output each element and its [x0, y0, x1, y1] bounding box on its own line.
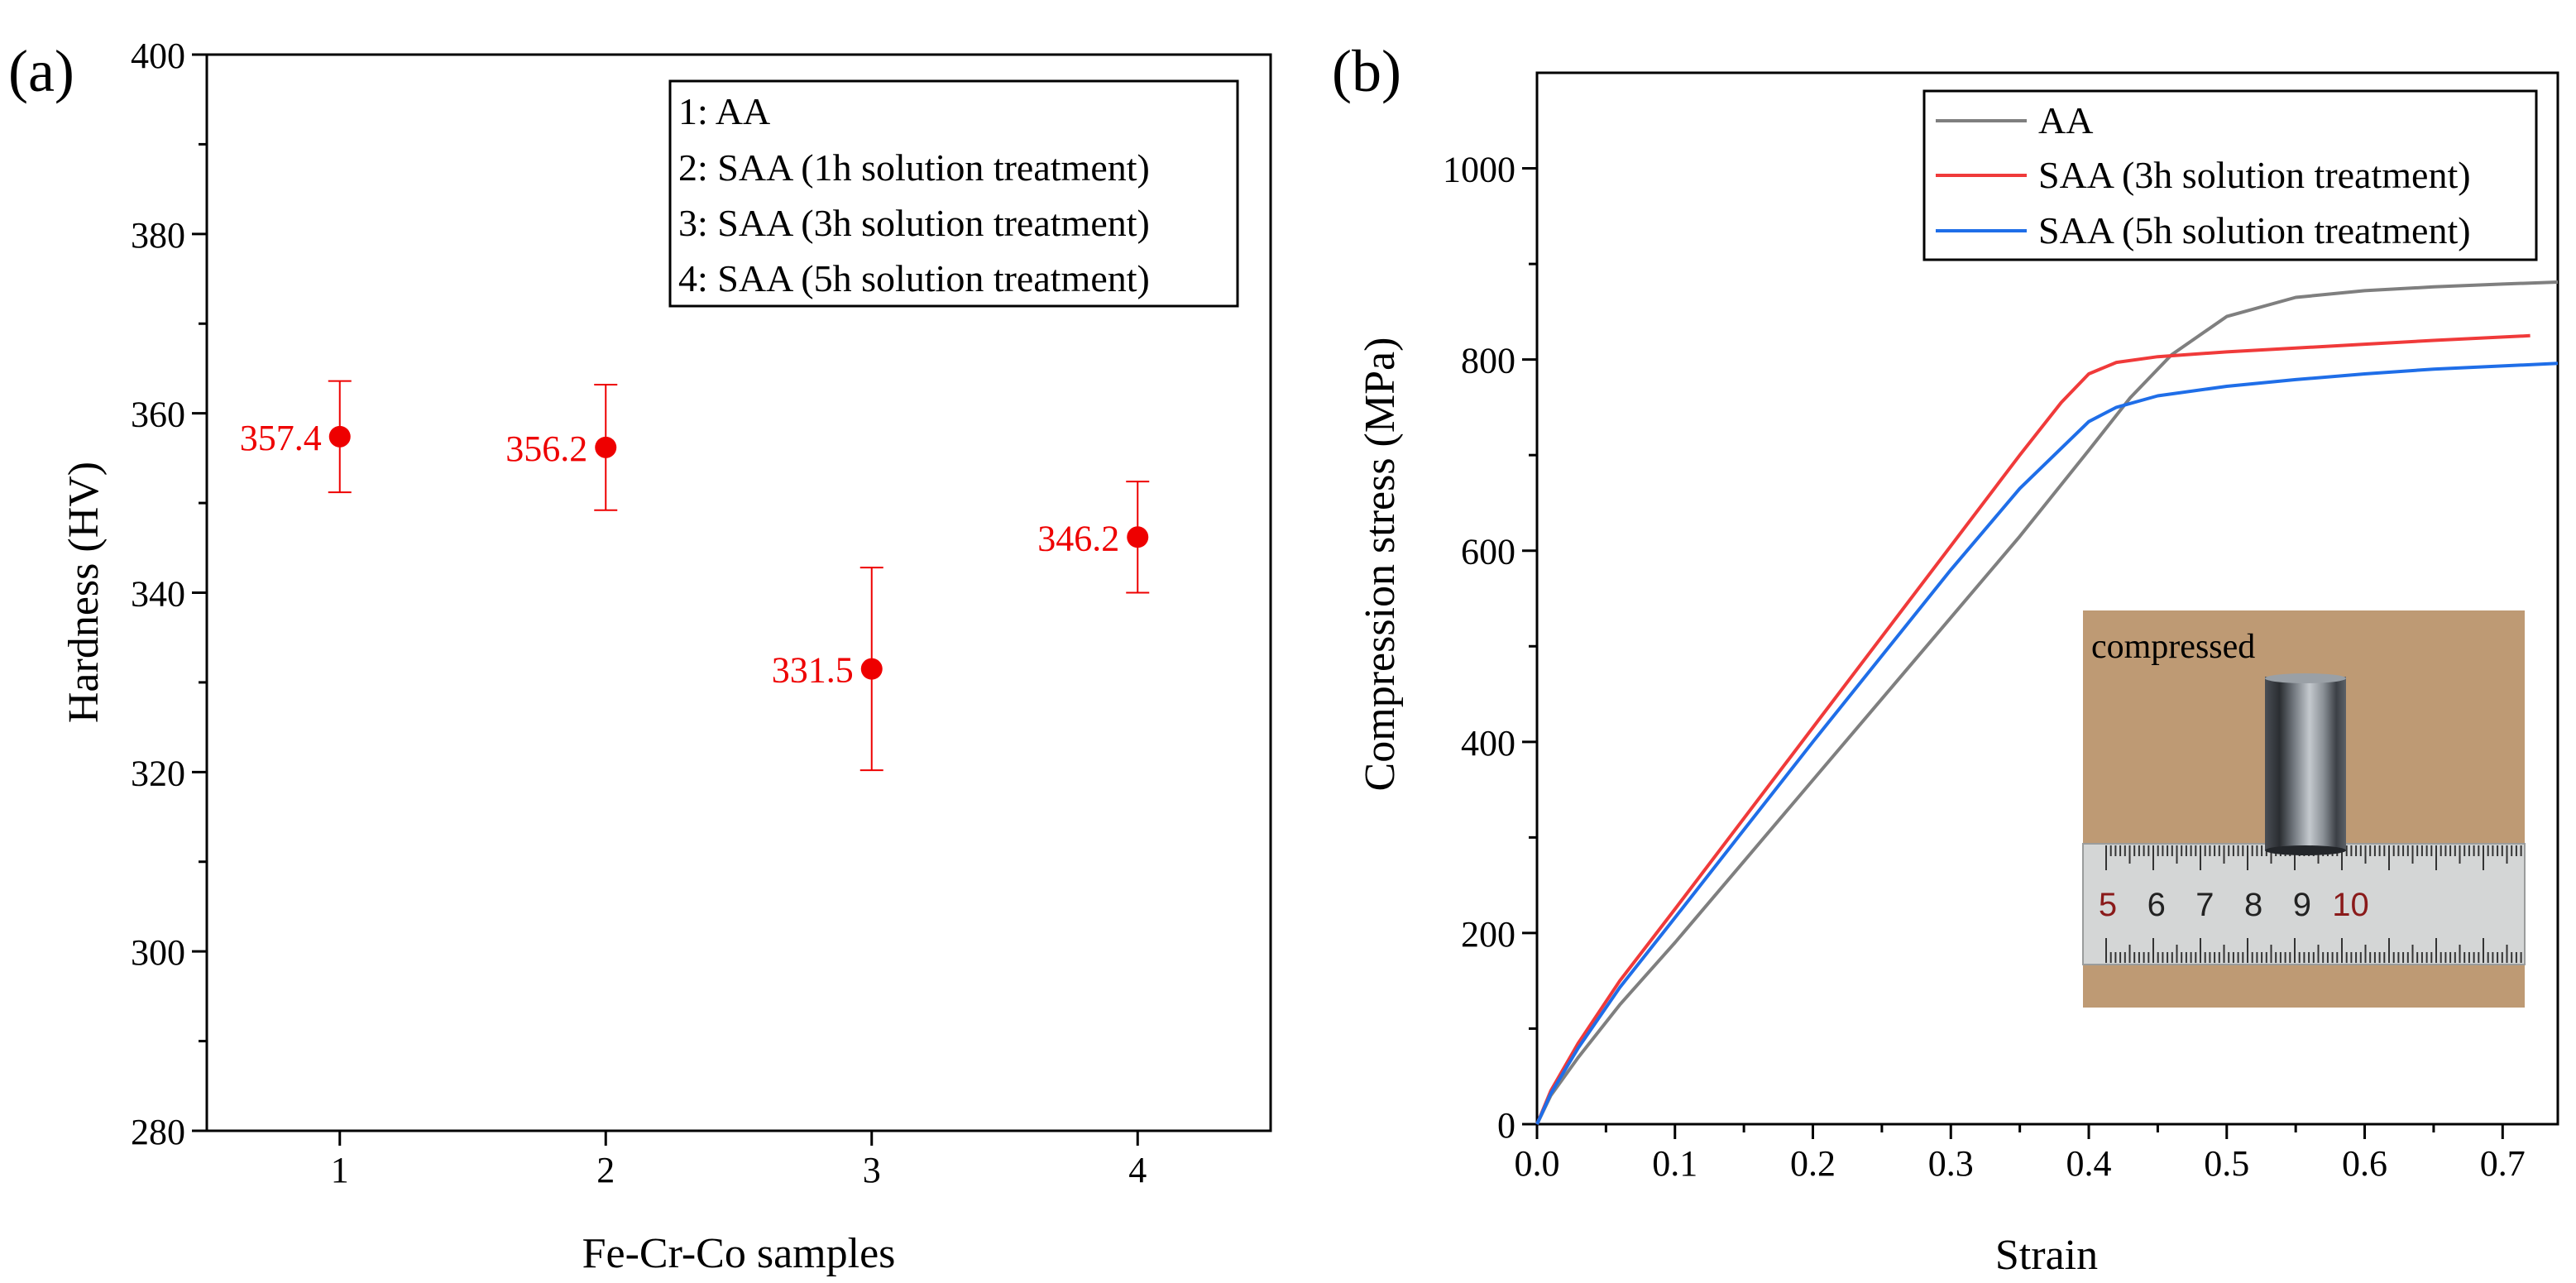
panel-a-y-tick-label: 400	[131, 36, 185, 76]
panel-b-legend-entry-aa: AA	[2038, 99, 2093, 141]
inset-photo-caption: compressed	[2091, 628, 2255, 666]
panel-b-x-tick-label: 0.2	[1790, 1143, 1836, 1184]
panel-a-y-axis-title: Hardness (HV)	[60, 462, 108, 723]
panel-a-point-3: 331.5	[772, 567, 883, 772]
panel-b-compression-chart: (b) 0 200 400 600 800 1000 0.0 0.1 0.2 0.3 0.4 0.5…	[1332, 38, 2559, 1279]
panel-a-point-1: 357.4	[240, 380, 352, 494]
panel-b-label: (b)	[1332, 38, 1401, 104]
panel-a-legend-entry-3: 3: SAA (3h solution treatment)	[678, 202, 1150, 244]
panel-a-x-tick-label: 2	[596, 1150, 615, 1190]
panel-a-y-tick-label: 300	[131, 932, 185, 973]
series-line-saa3	[1535, 333, 2531, 1125]
panel-a-legend-entry-2: 2: SAA (1h solution treatment)	[678, 146, 1150, 189]
panel-a-y-tick-label: 280	[131, 1112, 185, 1152]
panel-a-data-points: 357.4 356.2 331.5 346.2	[240, 380, 1150, 772]
series-line-saa5	[1535, 361, 2559, 1125]
ruler-number: 8	[2244, 887, 2262, 923]
panel-b-x-tick-label: 0.3	[1928, 1143, 1974, 1184]
ruler-number: 10	[2332, 887, 2369, 923]
panel-a-y-axis: 280 300 320 340 360 380 400	[131, 36, 207, 1152]
data-label: 356.2	[505, 428, 587, 469]
panel-b-legend-entry-saa5: SAA (5h solution treatment)	[2038, 209, 2471, 251]
compressed-sample	[2265, 677, 2346, 850]
panel-b-x-tick-label: 0.4	[2066, 1143, 2112, 1184]
compressed-sample-base	[2265, 845, 2346, 855]
panel-b-x-tick-label: 0.6	[2342, 1143, 2387, 1184]
ruler-number: 9	[2293, 887, 2311, 923]
panel-b-x-tick-label: 0.1	[1652, 1143, 1697, 1184]
ruler-number: 7	[2195, 887, 2214, 923]
panel-b-x-tick-label: 0.0	[1515, 1143, 1560, 1184]
data-marker	[595, 436, 617, 458]
panel-a-x-axis: 1 2 3 4	[331, 1131, 1147, 1190]
ruler-ticks	[2105, 845, 2522, 963]
panel-b-y-tick-label: 600	[1461, 532, 1515, 572]
panel-a-x-axis-title: Fe-Cr-Co samples	[582, 1230, 896, 1277]
compressed-sample-top	[2265, 673, 2346, 683]
panel-a-x-tick-label: 3	[863, 1150, 881, 1190]
ruler-number: 6	[2147, 887, 2166, 923]
series-line-aa	[1535, 280, 2559, 1125]
ruler-body	[2082, 843, 2526, 965]
data-label: 331.5	[772, 650, 854, 691]
panel-b-y-axis: 0 200 400 600 800 1000	[1443, 150, 1537, 1146]
panel-b-x-tick-label: 0.7	[2480, 1143, 2526, 1184]
ruler-number: 5	[2099, 887, 2117, 923]
panel-b-y-tick-label: 200	[1461, 914, 1515, 955]
panel-b-y-tick-label: 1000	[1443, 150, 1515, 190]
panel-b-y-axis-title: Compression stress (MPa)	[1357, 338, 1404, 792]
panel-a-legend-entry-4: 4: SAA (5h solution treatment)	[678, 257, 1150, 299]
panel-b-y-tick-label: 400	[1461, 723, 1515, 764]
panel-b-plot-frame	[1535, 71, 2559, 1126]
panel-a-y-tick-label: 380	[131, 215, 185, 256]
panel-a-hardness-chart: (a) 280 300 320 340 360 380 400 1 2 3 4 Hardness …	[8, 36, 1272, 1277]
panel-a-label: (a)	[8, 38, 74, 104]
data-label: 357.4	[240, 418, 322, 458]
panel-b-series-lines	[1535, 280, 2559, 1125]
data-marker	[1127, 526, 1149, 548]
panel-a-point-4: 346.2	[1037, 481, 1150, 594]
data-marker	[860, 658, 883, 680]
panel-b-y-tick-label: 800	[1461, 341, 1515, 381]
panel-a-x-tick-label: 1	[331, 1150, 349, 1190]
panel-b-legend: AA SAA (3h solution treatment) SAA (5h s…	[1922, 89, 2538, 261]
panel-a-y-tick-label: 360	[131, 395, 185, 435]
panel-b-x-tick-label: 0.5	[2204, 1143, 2249, 1184]
data-marker	[328, 425, 351, 448]
ruler-numbers: 5 6 7 8 9 10	[2099, 887, 2369, 923]
panel-a-x-tick-label: 4	[1128, 1150, 1147, 1190]
panel-a-y-tick-label: 340	[131, 574, 185, 615]
panel-a-point-2: 356.2	[505, 383, 618, 511]
panel-a-legend-entry-1: 1: AA	[678, 90, 770, 132]
panel-a-legend-box	[668, 79, 1239, 308]
panel-b-y-tick-label: 0	[1497, 1105, 1515, 1146]
data-label: 346.2	[1037, 518, 1119, 558]
inset-photo: compressed 5 6 7 8 9 10	[2082, 610, 2526, 1008]
panel-b-x-axis: 0.0 0.1 0.2 0.3 0.4 0.5 0.6 0.7	[1515, 1124, 2526, 1184]
panel-b-legend-entry-saa3: SAA (3h solution treatment)	[2038, 154, 2471, 196]
panel-a-legend: 1: AA 2: SAA (1h solution treatment) 3: …	[668, 79, 1239, 308]
panel-b-x-axis-title: Strain	[1995, 1232, 2098, 1279]
panel-a-y-tick-label: 320	[131, 753, 185, 793]
